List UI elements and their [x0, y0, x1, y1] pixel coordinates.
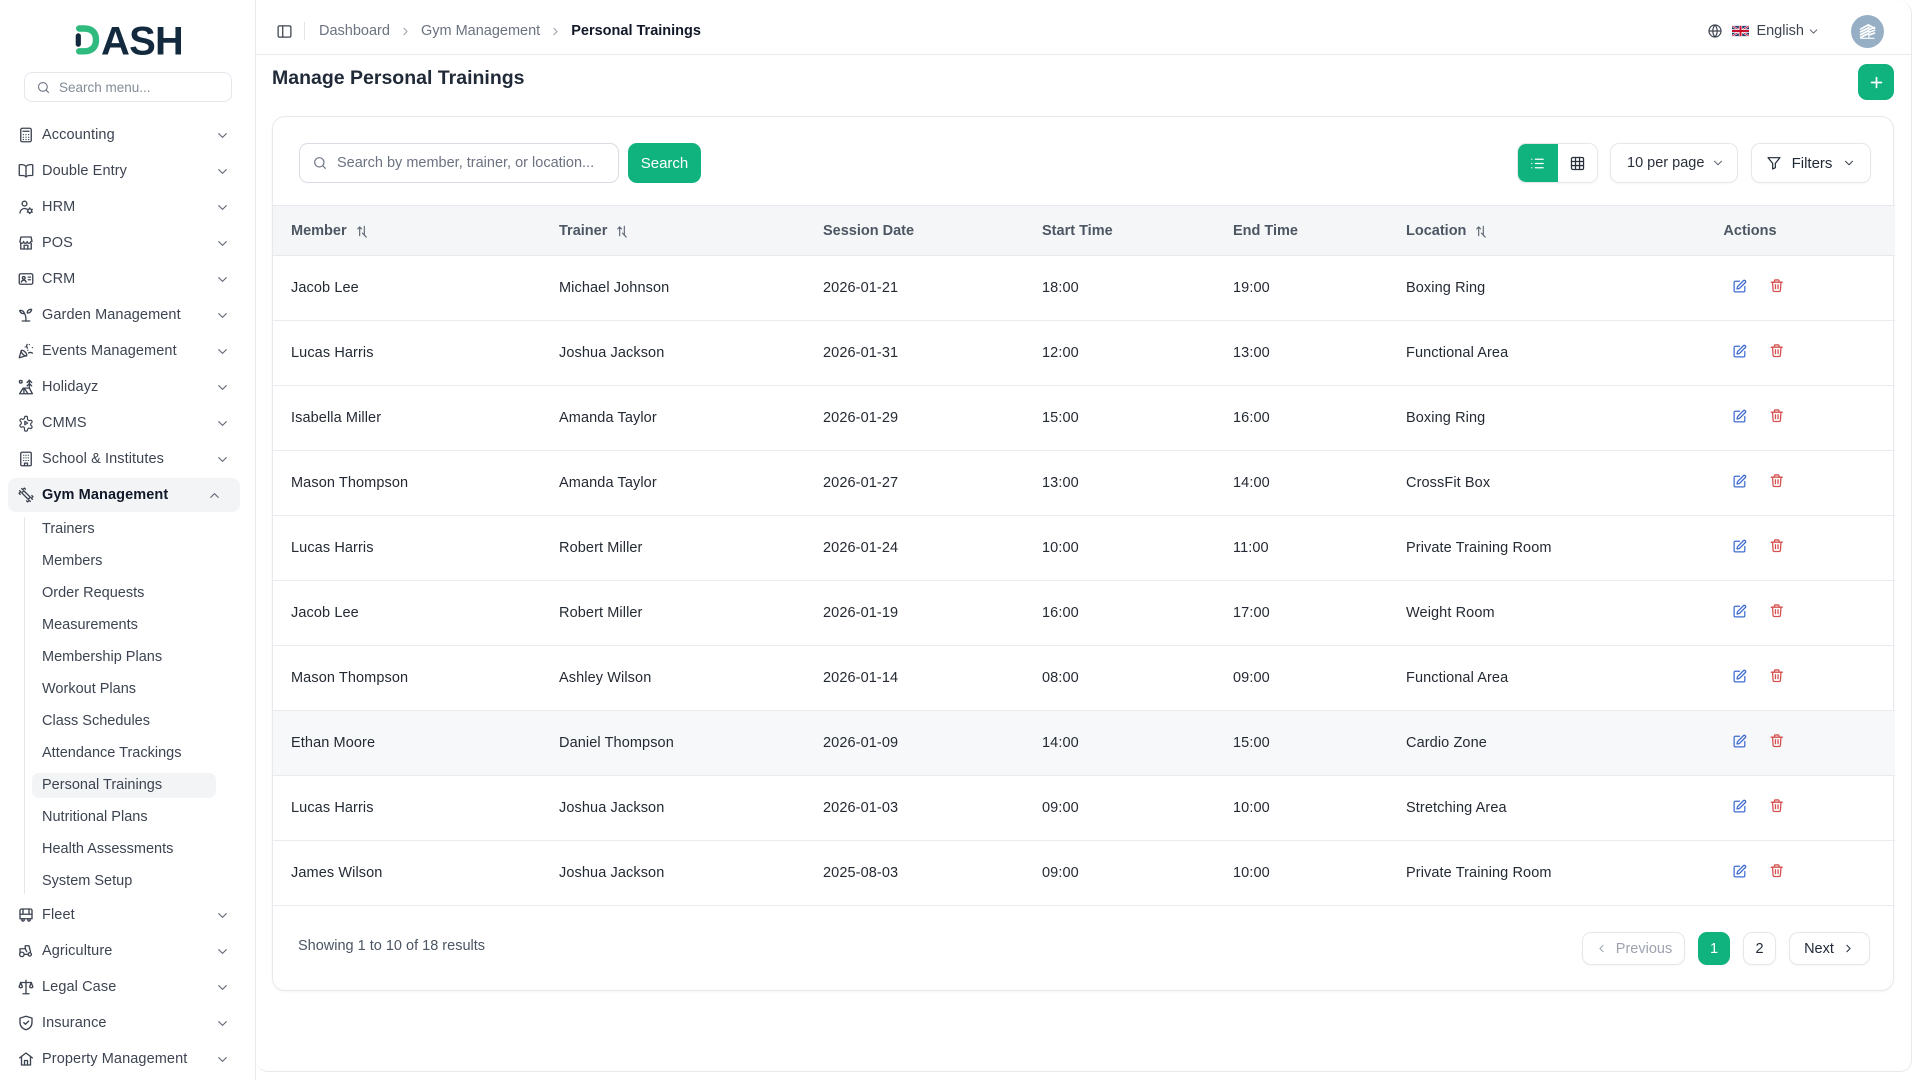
svg-text:ASH: ASH — [101, 20, 181, 60]
